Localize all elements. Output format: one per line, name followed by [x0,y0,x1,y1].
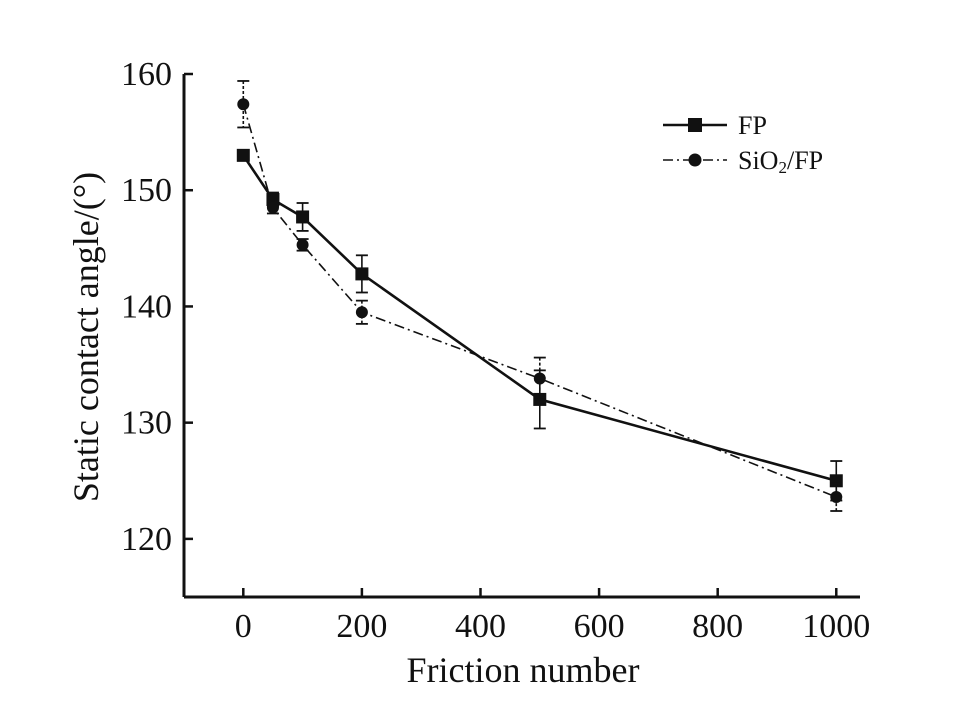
legend-marker-circle [688,153,702,167]
data-point-fp [236,148,250,162]
legend-label-sio2-main: SiO [738,146,778,175]
legend: FP SiO2/FP [663,111,823,177]
ticks: 0 200 400 600 800 1000 120 130 140 150 160 [121,56,870,645]
x-tick-label: 0 [235,608,252,645]
y-tick-label: 140 [121,288,172,325]
x-tick-label: 200 [336,608,387,645]
data-point-fp [829,474,843,488]
series-line-sio2-fp [242,103,837,498]
y-tick-label: 150 [121,172,172,209]
data-point-sio2-fp [296,238,309,251]
data-point-sio2-fp [237,98,250,111]
data-series [236,80,843,512]
x-tick-label: 400 [455,608,506,645]
data-point-sio2-fp [533,372,546,385]
data-point-sio2-fp [830,491,843,504]
x-tick-label: 1000 [802,608,870,645]
legend-item-sio2-fp: SiO2/FP [663,146,823,177]
legend-label-sio2-suffix: /FP [787,146,823,175]
y-tick-label: 160 [121,56,172,93]
axes [182,74,860,599]
legend-label-sio2-fp: SiO2/FP [738,146,823,177]
legend-item-fp: FP [663,111,767,140]
legend-label-sio2-subscript: 2 [778,158,787,177]
series-sio2-fp [237,80,843,512]
legend-marker-square [688,118,702,132]
data-point-fp [355,267,369,281]
legend-label-fp: FP [738,111,767,140]
x-tick-label: 600 [574,608,625,645]
y-tick-label: 120 [121,521,172,558]
y-axis-title: Static contact angle/(°) [66,172,106,502]
y-tick-label: 130 [121,405,172,442]
data-point-sio2-fp [355,306,368,319]
data-point-fp [296,210,310,224]
data-point-sio2-fp [266,201,279,214]
x-axis-title: Friction number [407,650,640,690]
series-fp [236,148,843,502]
series-line-fp [242,154,837,483]
x-tick-label: 800 [692,608,743,645]
